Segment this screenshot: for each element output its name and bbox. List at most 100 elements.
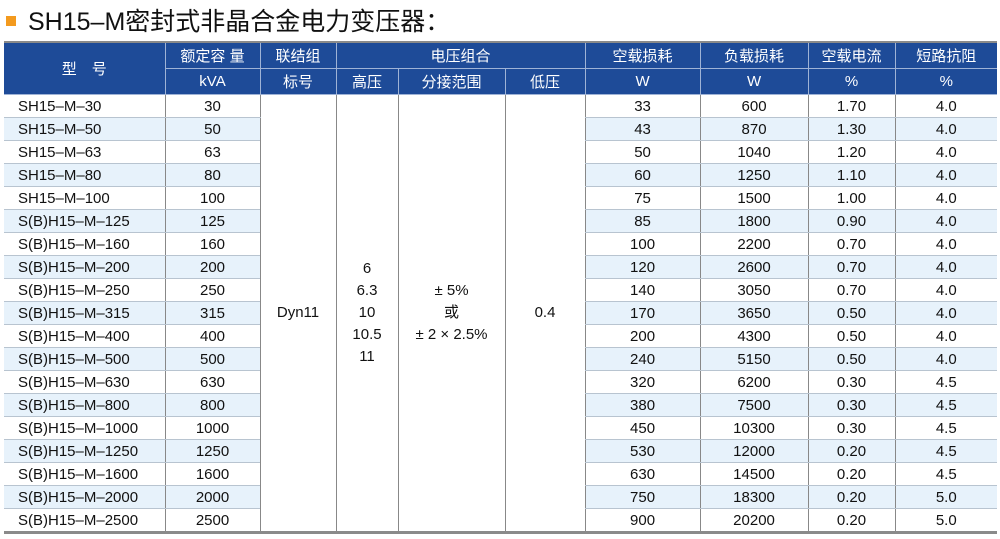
table-row: S(B)H15–M–800 800 380 7500 0.30 4.5 <box>4 393 998 417</box>
cell-capacity: 400 <box>164 324 260 348</box>
cell-load-loss: 6200 <box>699 370 809 394</box>
cell-load-loss: 12000 <box>699 439 809 463</box>
cell-tap: ± 5% 或 ± 2 × 2.5% <box>397 94 505 533</box>
cell-noload-loss: 320 <box>584 370 701 394</box>
header-impedance-unit: % <box>894 68 998 95</box>
table-row: S(B)H15–M–630 630 320 6200 0.30 4.5 <box>4 370 998 394</box>
group-value: Dyn11 <box>276 304 320 321</box>
cell-impedance: 4.0 <box>894 94 998 118</box>
header-voltage: 电压组合 <box>335 41 586 69</box>
cell-noload-current: 0.90 <box>807 209 896 233</box>
cell-noload-current: 1.20 <box>807 140 896 164</box>
cell-capacity: 160 <box>164 232 260 256</box>
cell-model: SH15–M–30 <box>4 94 165 118</box>
hv-value: 10 <box>358 304 376 321</box>
cell-noload-current: 1.10 <box>807 163 896 187</box>
table-row: S(B)H15–M–160 160 100 2200 0.70 4.0 <box>4 232 998 256</box>
cell-impedance: 4.0 <box>894 347 998 371</box>
header-group: 联结组 <box>259 41 336 69</box>
cell-load-loss: 2200 <box>699 232 809 256</box>
cell-capacity: 1250 <box>164 439 260 463</box>
cell-capacity: 315 <box>164 301 260 325</box>
table-row: S(B)H15–M–2000 2000 750 18300 0.20 5.0 <box>4 485 998 509</box>
cell-load-loss: 1040 <box>699 140 809 164</box>
cell-noload-loss: 85 <box>584 209 701 233</box>
cell-noload-current: 1.00 <box>807 186 896 210</box>
cell-noload-loss: 900 <box>584 508 701 533</box>
cell-impedance: 4.0 <box>894 324 998 348</box>
header-lv: 低压 <box>504 68 586 95</box>
cell-impedance: 4.0 <box>894 232 998 256</box>
table-row: SH15–M–100 100 75 1500 1.00 4.0 <box>4 186 998 210</box>
cell-load-loss: 2600 <box>699 255 809 279</box>
hv-value: 10.5 <box>352 326 382 343</box>
cell-noload-current: 0.70 <box>807 255 896 279</box>
cell-model: S(B)H15–M–1600 <box>4 462 165 486</box>
cell-capacity: 2500 <box>164 508 260 533</box>
cell-noload-current: 0.20 <box>807 485 896 509</box>
cell-noload-loss: 450 <box>584 416 701 440</box>
cell-model: S(B)H15–M–800 <box>4 393 165 417</box>
cell-noload-current: 0.20 <box>807 508 896 533</box>
cell-capacity: 500 <box>164 347 260 371</box>
cell-noload-loss: 750 <box>584 485 701 509</box>
cell-noload-current: 0.30 <box>807 370 896 394</box>
cell-impedance: 4.5 <box>894 439 998 463</box>
cell-noload-loss: 120 <box>584 255 701 279</box>
cell-capacity: 2000 <box>164 485 260 509</box>
cell-capacity: 80 <box>164 163 260 187</box>
cell-load-loss: 7500 <box>699 393 809 417</box>
header-model: 型 号 <box>4 41 165 95</box>
cell-noload-loss: 200 <box>584 324 701 348</box>
table-row: S(B)H15–M–2500 2500 900 20200 0.20 5.0 <box>4 508 998 533</box>
cell-load-loss: 1250 <box>699 163 809 187</box>
cell-impedance: 4.0 <box>894 301 998 325</box>
table-row: SH15–M–80 80 60 1250 1.10 4.0 <box>4 163 998 187</box>
bullet-square-icon <box>6 16 16 26</box>
cell-capacity: 30 <box>164 94 260 118</box>
cell-capacity: 125 <box>164 209 260 233</box>
cell-model: S(B)H15–M–125 <box>4 209 165 233</box>
cell-capacity: 800 <box>164 393 260 417</box>
cell-load-loss: 600 <box>699 94 809 118</box>
lv-value: 0.4 <box>534 304 556 321</box>
cell-load-loss: 3650 <box>699 301 809 325</box>
cell-noload-loss: 630 <box>584 462 701 486</box>
cell-noload-current: 0.50 <box>807 324 896 348</box>
header-impedance: 短路抗阻 <box>894 41 998 69</box>
cell-noload-loss: 380 <box>584 393 701 417</box>
table-row: S(B)H15–M–200 200 120 2600 0.70 4.0 <box>4 255 998 279</box>
cell-impedance: 4.5 <box>894 462 998 486</box>
cell-impedance: 4.0 <box>894 140 998 164</box>
cell-noload-loss: 100 <box>584 232 701 256</box>
cell-impedance: 4.5 <box>894 370 998 394</box>
cell-noload-loss: 530 <box>584 439 701 463</box>
table-row: S(B)H15–M–400 400 200 4300 0.50 4.0 <box>4 324 998 348</box>
cell-load-loss: 18300 <box>699 485 809 509</box>
cell-load-loss: 4300 <box>699 324 809 348</box>
hv-value: 6 <box>362 260 372 277</box>
header-tap: 分接范围 <box>397 68 505 95</box>
table-row: SH15–M–30 30 Dyn11 6 6.3 10 10.5 11 ± 5% 或 ± 2 × 2… <box>4 94 998 533</box>
tap-value: ± 5% <box>434 282 469 299</box>
cell-impedance: 4.0 <box>894 209 998 233</box>
cell-capacity: 630 <box>164 370 260 394</box>
cell-noload-current: 1.70 <box>807 94 896 118</box>
cell-impedance: 4.0 <box>894 255 998 279</box>
cell-noload-current: 0.50 <box>807 347 896 371</box>
cell-model: S(B)H15–M–160 <box>4 232 165 256</box>
page-title: SH15–M密封式非晶合金电力变压器： <box>6 4 450 36</box>
cell-noload-loss: 43 <box>584 117 701 141</box>
cell-model: SH15–M–50 <box>4 117 165 141</box>
cell-capacity: 1000 <box>164 416 260 440</box>
header-hv: 高压 <box>335 68 398 95</box>
cell-capacity: 100 <box>164 186 260 210</box>
cell-impedance: 4.0 <box>894 117 998 141</box>
cell-noload-current: 0.20 <box>807 439 896 463</box>
cell-capacity: 50 <box>164 117 260 141</box>
cell-impedance: 4.0 <box>894 163 998 187</box>
table-row: SH15–M–50 50 43 870 1.30 4.0 <box>4 117 998 141</box>
cell-model: S(B)H15–M–1250 <box>4 439 165 463</box>
cell-model: S(B)H15–M–2000 <box>4 485 165 509</box>
table-row: S(B)H15–M–125 125 85 1800 0.90 4.0 <box>4 209 998 233</box>
